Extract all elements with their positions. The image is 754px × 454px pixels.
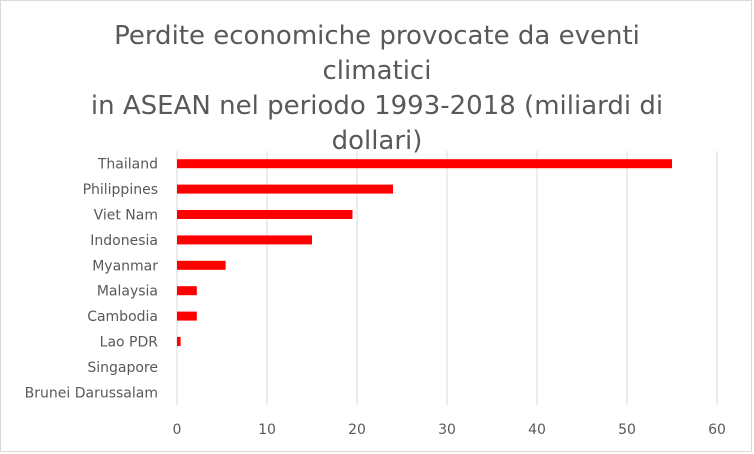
bar	[177, 235, 312, 245]
category-label: Myanmar	[92, 258, 158, 274]
chart-title-line-1: Perdite economiche provocate da eventi c…	[114, 21, 640, 86]
x-tick-label: 40	[528, 422, 546, 438]
bar	[177, 286, 197, 296]
bar	[177, 311, 197, 321]
bar	[177, 260, 226, 270]
x-tick-label: 30	[438, 422, 456, 438]
x-tick-label: 0	[173, 422, 182, 438]
x-tick-labels: 0 10 20 30 40 50 60	[173, 422, 726, 438]
category-label: Philippines	[83, 182, 158, 198]
x-tick-label: 20	[348, 422, 366, 438]
category-label: Viet Nam	[94, 208, 158, 224]
category-labels: Thailand Philippines Viet Nam Indonesia Myan…	[25, 157, 159, 402]
bar	[177, 159, 672, 169]
category-label: Indonesia	[90, 233, 158, 249]
category-label: Singapore	[87, 360, 158, 376]
chart-title-line-2: in ASEAN nel periodo 1993-2018 (miliardi…	[90, 91, 664, 121]
chart-title-line-3: dollari)	[331, 126, 423, 156]
category-label: Cambodia	[87, 309, 158, 325]
x-tick-label: 60	[708, 422, 726, 438]
category-label: Malaysia	[97, 284, 158, 300]
bar	[177, 184, 393, 194]
x-tick-label: 50	[618, 422, 636, 438]
chart-title: Perdite economiche provocate da eventi c…	[61, 19, 693, 159]
category-label: Thailand	[97, 157, 158, 173]
bars	[177, 159, 672, 346]
bar	[177, 210, 353, 219]
bar	[177, 337, 181, 346]
category-label: Lao PDR	[100, 335, 159, 351]
category-label: Brunei Darussalam	[25, 385, 158, 401]
x-tick-label: 10	[258, 422, 276, 438]
